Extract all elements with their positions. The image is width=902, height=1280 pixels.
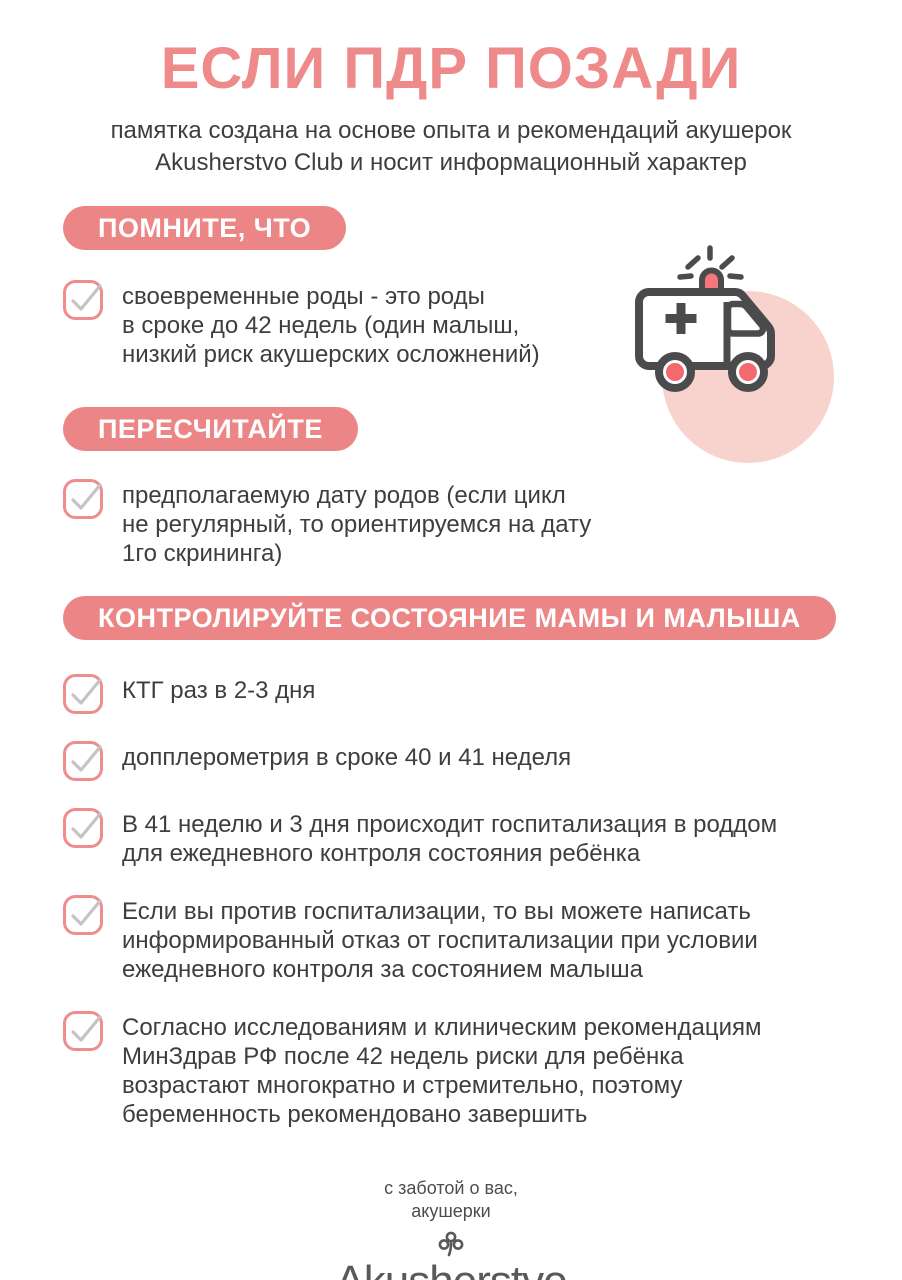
section-remember: ПОМНИТЕ, ЧТО своевременные роды - это ро… <box>0 205 902 369</box>
footer-note-line2: акушерки <box>411 1200 491 1221</box>
list-item: своевременные роды - это роды в сроке до… <box>63 279 862 369</box>
list-item: В 41 неделю и 3 дня происходит госпитали… <box>63 807 862 868</box>
logo-block: Akusherstvo CLUB <box>0 1231 902 1280</box>
list-item: Согласно исследованиям и клиническим рек… <box>63 1010 862 1129</box>
logo-akusherstvo: Akusherstvo <box>0 1258 902 1280</box>
check-item-text: предполагаемую дату родов (если цикл не … <box>122 481 592 567</box>
checkbox-icon <box>63 894 103 935</box>
list-item: Если вы против госпитализации, то вы мож… <box>63 894 862 984</box>
list-item: предполагаемую дату родов (если цикл не … <box>63 478 862 568</box>
list-item: допплерометрия в сроке 40 и 41 неделя <box>63 740 862 781</box>
check-item-text: допплерометрия в сроке 40 и 41 неделя <box>122 743 572 771</box>
checkbox-icon <box>63 478 103 519</box>
checkbox-icon <box>63 1010 103 1051</box>
clover-icon <box>438 1231 464 1256</box>
check-item-text: Согласно исследованиям и клиническим рек… <box>122 1013 762 1128</box>
section-control: КОНТРОЛИРУЙТЕ СОСТОЯНИЕ МАМЫ И МАЛЫША КТ… <box>0 595 902 1129</box>
wheels <box>655 352 768 392</box>
checkbox-icon <box>63 740 103 781</box>
section-heading-recalculate: ПЕРЕСЧИТАЙТЕ <box>63 406 358 451</box>
checkbox-icon <box>63 807 103 848</box>
section-heading-remember: ПОМНИТЕ, ЧТО <box>63 205 347 250</box>
check-list: КТГ раз в 2-3 дня допплерометрия в сроке… <box>63 673 862 1129</box>
footer: с заботой о вас, акушерки Akusherstvo CL… <box>0 1177 902 1280</box>
check-item-text: В 41 неделю и 3 дня происходит госпитали… <box>122 810 778 867</box>
section-recalculate: ПЕРЕСЧИТАЙТЕ предполагаемую дату родов (… <box>0 406 902 568</box>
ambulance-illustration <box>616 242 846 472</box>
checkbox-icon <box>63 279 103 320</box>
section-heading-control: КОНТРОЛИРУЙТЕ СОСТОЯНИЕ МАМЫ И МАЛЫША <box>63 595 836 640</box>
check-item-text: своевременные роды - это роды в сроке до… <box>122 282 540 368</box>
check-item-text: КТГ раз в 2-3 дня <box>122 676 316 704</box>
page-title: ЕСЛИ ПДР ПОЗАДИ <box>160 36 742 101</box>
footer-note-line1: с заботой о вас, <box>384 1177 518 1198</box>
check-item-text: Если вы против госпитализации, то вы мож… <box>122 897 758 983</box>
checkbox-icon <box>63 673 103 714</box>
list-item: КТГ раз в 2-3 дня <box>63 673 862 714</box>
page-subtitle: памятка создана на основе опыта и рекоме… <box>110 116 792 176</box>
